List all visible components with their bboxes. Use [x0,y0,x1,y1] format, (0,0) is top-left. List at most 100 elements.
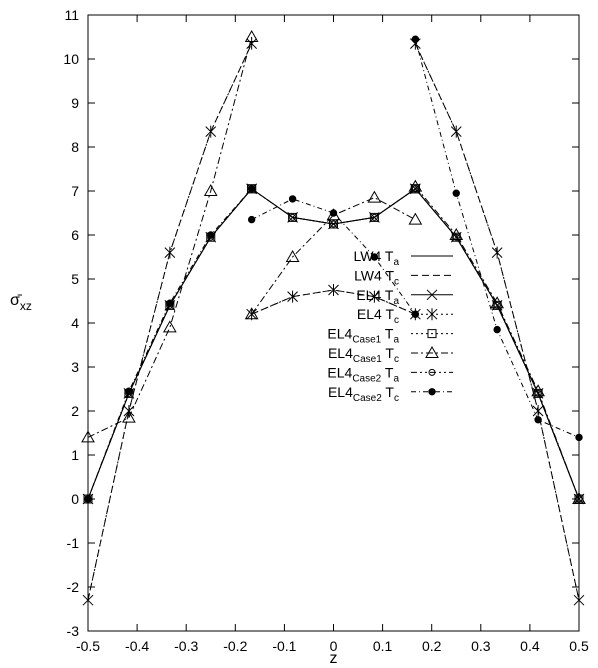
data-point [287,290,298,303]
data-point [534,389,542,397]
legend-marker [428,388,436,396]
y-tick-label: 9 [71,95,79,111]
data-point [287,212,298,223]
y-tick-label: 0 [71,491,79,507]
legend-label: LW4 Tc [354,267,399,287]
data-point [411,35,420,43]
data-point [166,299,174,307]
y-tick-label: -1 [67,535,80,551]
x-axis-label: z [330,650,338,667]
x-tick-label: -0.2 [223,638,247,654]
data-point [492,300,502,310]
data-point [82,594,94,607]
legend-marker [427,329,437,339]
data-point [575,433,583,442]
y-tick-label: 8 [71,139,79,155]
data-point [84,495,92,503]
y-tick-label: -2 [67,579,80,595]
legend-label: EL4 Tc [357,306,399,326]
series-line [251,197,416,315]
data-point [125,387,133,395]
series-6 [84,185,583,503]
legend-marker [428,368,436,376]
data-point [452,189,460,197]
data-point [244,29,259,42]
legend-label: EL4Case1 Tc [328,345,399,365]
y-axis-label: σ̄xz [10,292,32,313]
x-tick-label: -0.1 [272,638,296,654]
series-3 [82,37,585,607]
y-tick-label: 6 [71,227,79,243]
series-4 [83,184,584,504]
series-line [414,186,580,500]
y-tick-label: 3 [71,359,79,375]
y-tick-label: -3 [67,623,80,639]
y-tick-label: 5 [71,271,79,287]
data-point [408,212,423,225]
series-line [414,43,580,601]
data-point [411,185,419,193]
series-line [414,43,580,601]
data-point [164,246,176,259]
series-line [414,188,580,500]
data-point [573,594,585,607]
x-tick-label: 0.1 [373,638,393,654]
series-2 [82,183,585,505]
data-point [367,190,382,203]
series-line [414,188,580,500]
data-point [285,249,300,262]
data-point [329,209,338,217]
data-point [81,430,95,443]
legend-marker [426,289,438,301]
data-point [205,125,217,138]
data-point [532,405,544,417]
data-point [452,233,460,241]
x-tick-label: 0.5 [569,638,589,654]
legend-label: EL4 Ta [356,287,399,307]
series-group [81,29,586,607]
data-point [247,185,256,193]
data-point [575,495,583,503]
data-point [531,384,545,397]
data-point [490,296,505,309]
legend-marker [426,308,438,321]
data-point [493,301,501,309]
x-tick-label: 0.3 [471,638,491,654]
series-line [87,188,253,500]
data-point [288,212,298,222]
data-point [534,416,542,424]
y-tick-label: 1 [71,447,79,463]
data-point [246,37,258,50]
data-point [493,325,501,334]
series-line [87,188,253,500]
data-point [288,195,297,203]
data-point [369,290,380,303]
axis-ticks: -0.5 -0.4 -0.3 -0.2 -0.1 0 0.1 0.2 0.3 0.4 0.5 -3 -2… [63,7,589,654]
data-point [244,307,259,320]
data-point [369,212,379,222]
series-0 [87,188,580,500]
data-point [410,184,420,194]
data-point [203,183,218,196]
series-line [414,188,580,500]
data-point [370,213,378,221]
data-point [247,184,257,194]
data-point [289,213,297,221]
y-tick-label: 11 [64,7,79,23]
legend-label: EL4Case2 Ta [327,364,399,384]
series-5 [81,29,586,504]
data-point [328,284,339,296]
data-point [491,246,503,259]
series-line [414,39,580,438]
series-line [251,188,416,225]
data-point [207,231,215,239]
legend-marker [425,345,439,358]
x-tick-label: 0.4 [520,638,540,654]
legend-label: LW4 Ta [354,248,400,268]
legend-label: EL4Case2 Tc [328,384,399,404]
x-tick-label: -0.3 [174,638,198,654]
x-tick-label: 0.2 [422,638,442,654]
data-point [451,232,461,242]
data-point [162,320,177,333]
